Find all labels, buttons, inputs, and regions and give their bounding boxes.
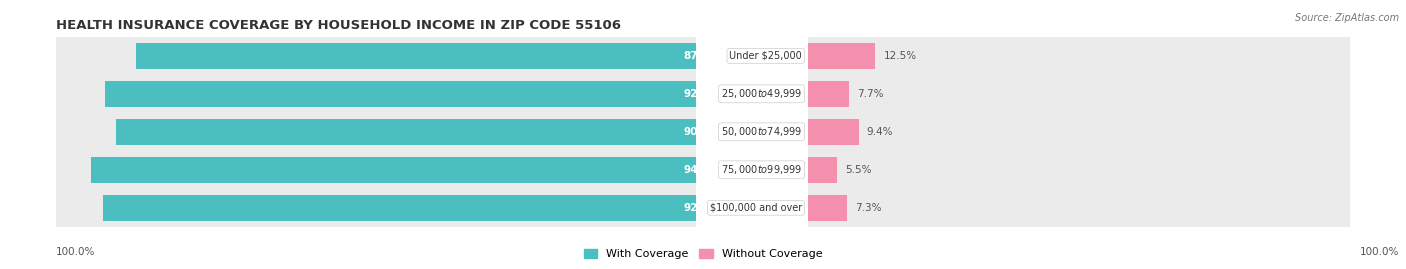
Bar (807, 43, 876, 69)
Legend: With Coverage, Without Coverage: With Coverage, Without Coverage (579, 244, 827, 263)
Bar (105, 81, 696, 107)
Bar (807, 37, 1350, 75)
Text: Source: ZipAtlas.com: Source: ZipAtlas.com (1295, 13, 1399, 23)
Text: 92.7%: 92.7% (683, 203, 720, 213)
Bar (56, 75, 696, 113)
Bar (56, 189, 696, 227)
Text: 87.5%: 87.5% (683, 51, 720, 61)
Bar (807, 195, 848, 221)
Text: $75,000 to $99,999: $75,000 to $99,999 (721, 163, 803, 176)
Text: 90.7%: 90.7% (683, 127, 720, 137)
Bar (807, 151, 1350, 189)
Bar (103, 195, 696, 221)
Bar (115, 119, 696, 145)
Text: 7.3%: 7.3% (855, 203, 882, 213)
Bar (56, 37, 696, 75)
Text: 5.5%: 5.5% (845, 165, 872, 175)
Bar (136, 43, 696, 69)
Text: 94.6%: 94.6% (683, 165, 720, 175)
Text: 92.3%: 92.3% (683, 89, 720, 99)
Bar (807, 119, 859, 145)
Text: $100,000 and over: $100,000 and over (710, 203, 803, 213)
Text: 100.0%: 100.0% (56, 247, 96, 257)
Bar (91, 157, 696, 183)
Text: 9.4%: 9.4% (866, 127, 893, 137)
Text: 100.0%: 100.0% (1360, 247, 1399, 257)
Text: 7.7%: 7.7% (858, 89, 884, 99)
Text: $25,000 to $49,999: $25,000 to $49,999 (721, 87, 803, 100)
Bar (807, 81, 849, 107)
Bar (807, 113, 1350, 151)
Bar (807, 189, 1350, 227)
Text: $50,000 to $74,999: $50,000 to $74,999 (721, 125, 803, 138)
Text: 12.5%: 12.5% (883, 51, 917, 61)
Text: HEALTH INSURANCE COVERAGE BY HOUSEHOLD INCOME IN ZIP CODE 55106: HEALTH INSURANCE COVERAGE BY HOUSEHOLD I… (56, 19, 621, 32)
Bar (56, 151, 696, 189)
Text: Under $25,000: Under $25,000 (730, 51, 803, 61)
Bar (807, 75, 1350, 113)
Bar (807, 157, 838, 183)
Bar (56, 113, 696, 151)
